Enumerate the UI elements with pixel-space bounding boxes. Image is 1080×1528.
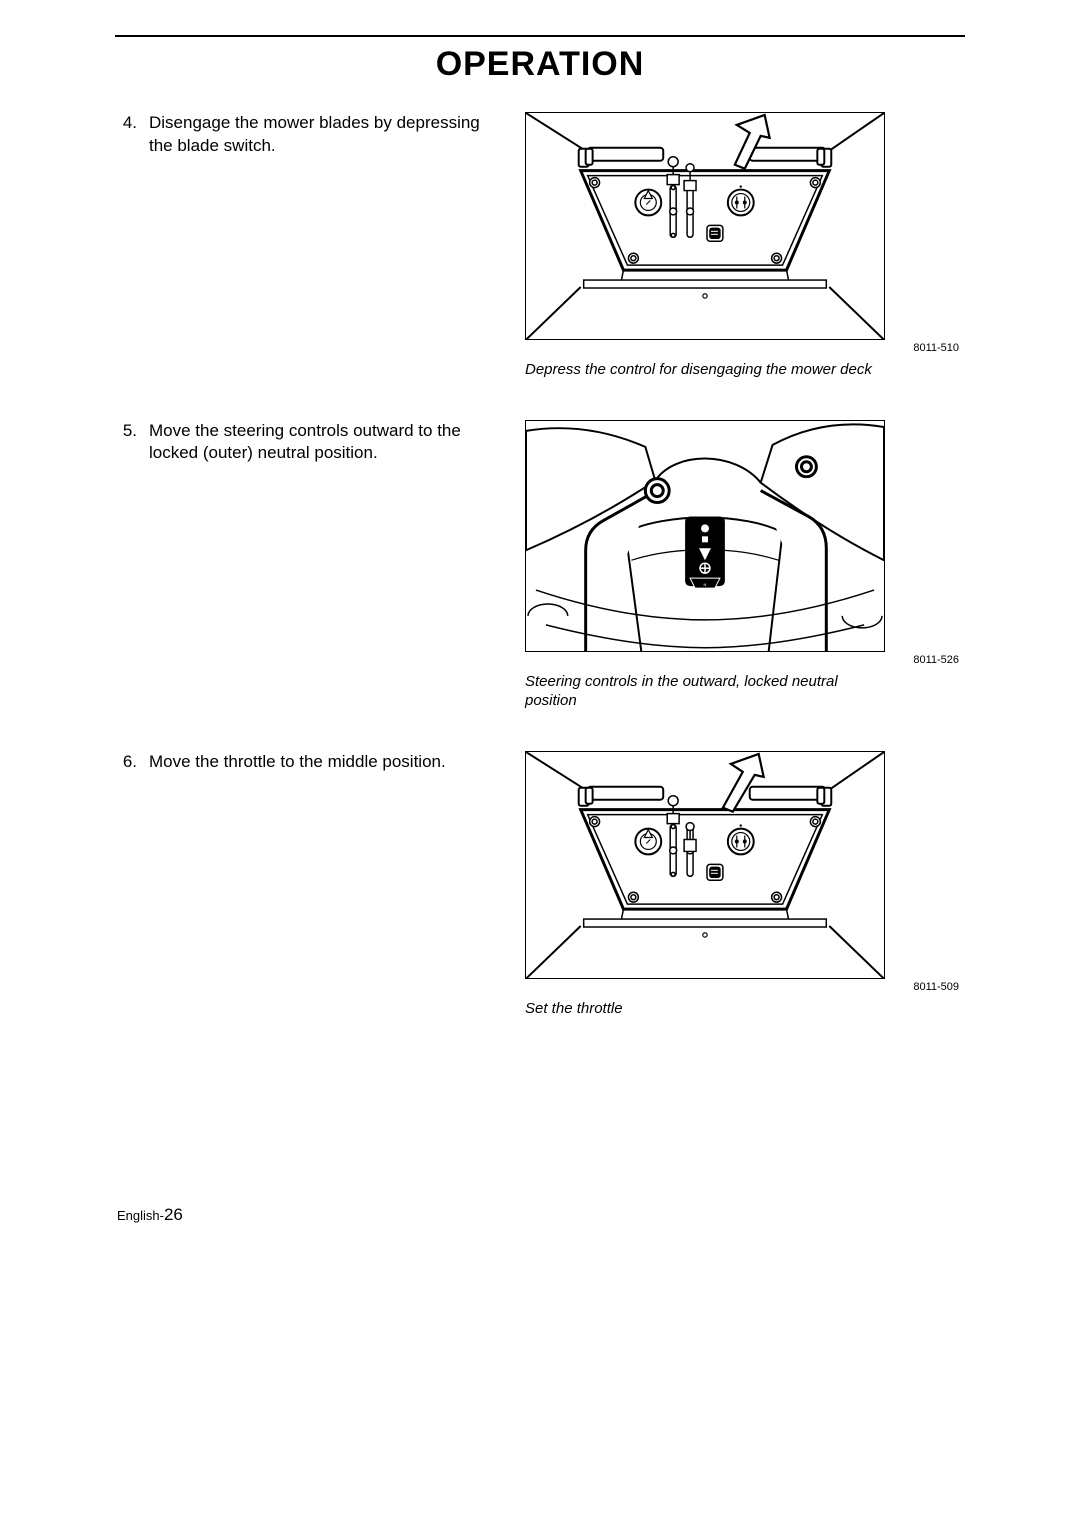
step-4: 4. Disengage the mower blades by depress… <box>115 112 495 158</box>
step-6-number: 6. <box>115 751 137 774</box>
page-footer: English-26 <box>117 1205 183 1225</box>
figure-b-id: 8011-526 <box>525 654 965 666</box>
footer-page-number: 26 <box>164 1205 183 1224</box>
figure-c-id: 8011-509 <box>525 981 965 993</box>
arrow-icon <box>723 753 764 811</box>
step-5-number: 5. <box>115 420 137 466</box>
footer-lang: English- <box>117 1208 164 1223</box>
step-4-row: 4. Disengage the mower blades by depress… <box>115 112 965 380</box>
page-title: OPERATION <box>115 45 965 84</box>
figure-b-caption: Steering controls in the outward, locked… <box>525 672 885 711</box>
dash-panel-diagram-a <box>526 113 884 340</box>
figure-a-caption: Depress the control for disengaging the … <box>525 360 885 380</box>
figure-b: N <box>525 420 885 652</box>
step-6-text: Move the throttle to the middle position… <box>149 751 446 774</box>
step-5-row: 5. Move the steering controls outward to… <box>115 420 965 711</box>
figure-c <box>525 751 885 979</box>
dash-panel-diagram-c <box>526 752 884 979</box>
figure-c-caption: Set the throttle <box>525 999 885 1019</box>
step-4-number: 4. <box>115 112 137 158</box>
step-6: 6. Move the throttle to the middle posit… <box>115 751 495 774</box>
figure-a <box>525 112 885 340</box>
svg-text:N: N <box>704 582 707 587</box>
figure-a-id: 8011-510 <box>525 342 965 354</box>
step-5-text: Move the steering controls outward to th… <box>149 420 495 466</box>
horizontal-rule <box>115 35 965 37</box>
steering-diagram: N <box>526 421 884 652</box>
step-5: 5. Move the steering controls outward to… <box>115 420 495 466</box>
step-4-text: Disengage the mower blades by depressing… <box>149 112 495 158</box>
step-6-row: 6. Move the throttle to the middle posit… <box>115 751 965 1019</box>
